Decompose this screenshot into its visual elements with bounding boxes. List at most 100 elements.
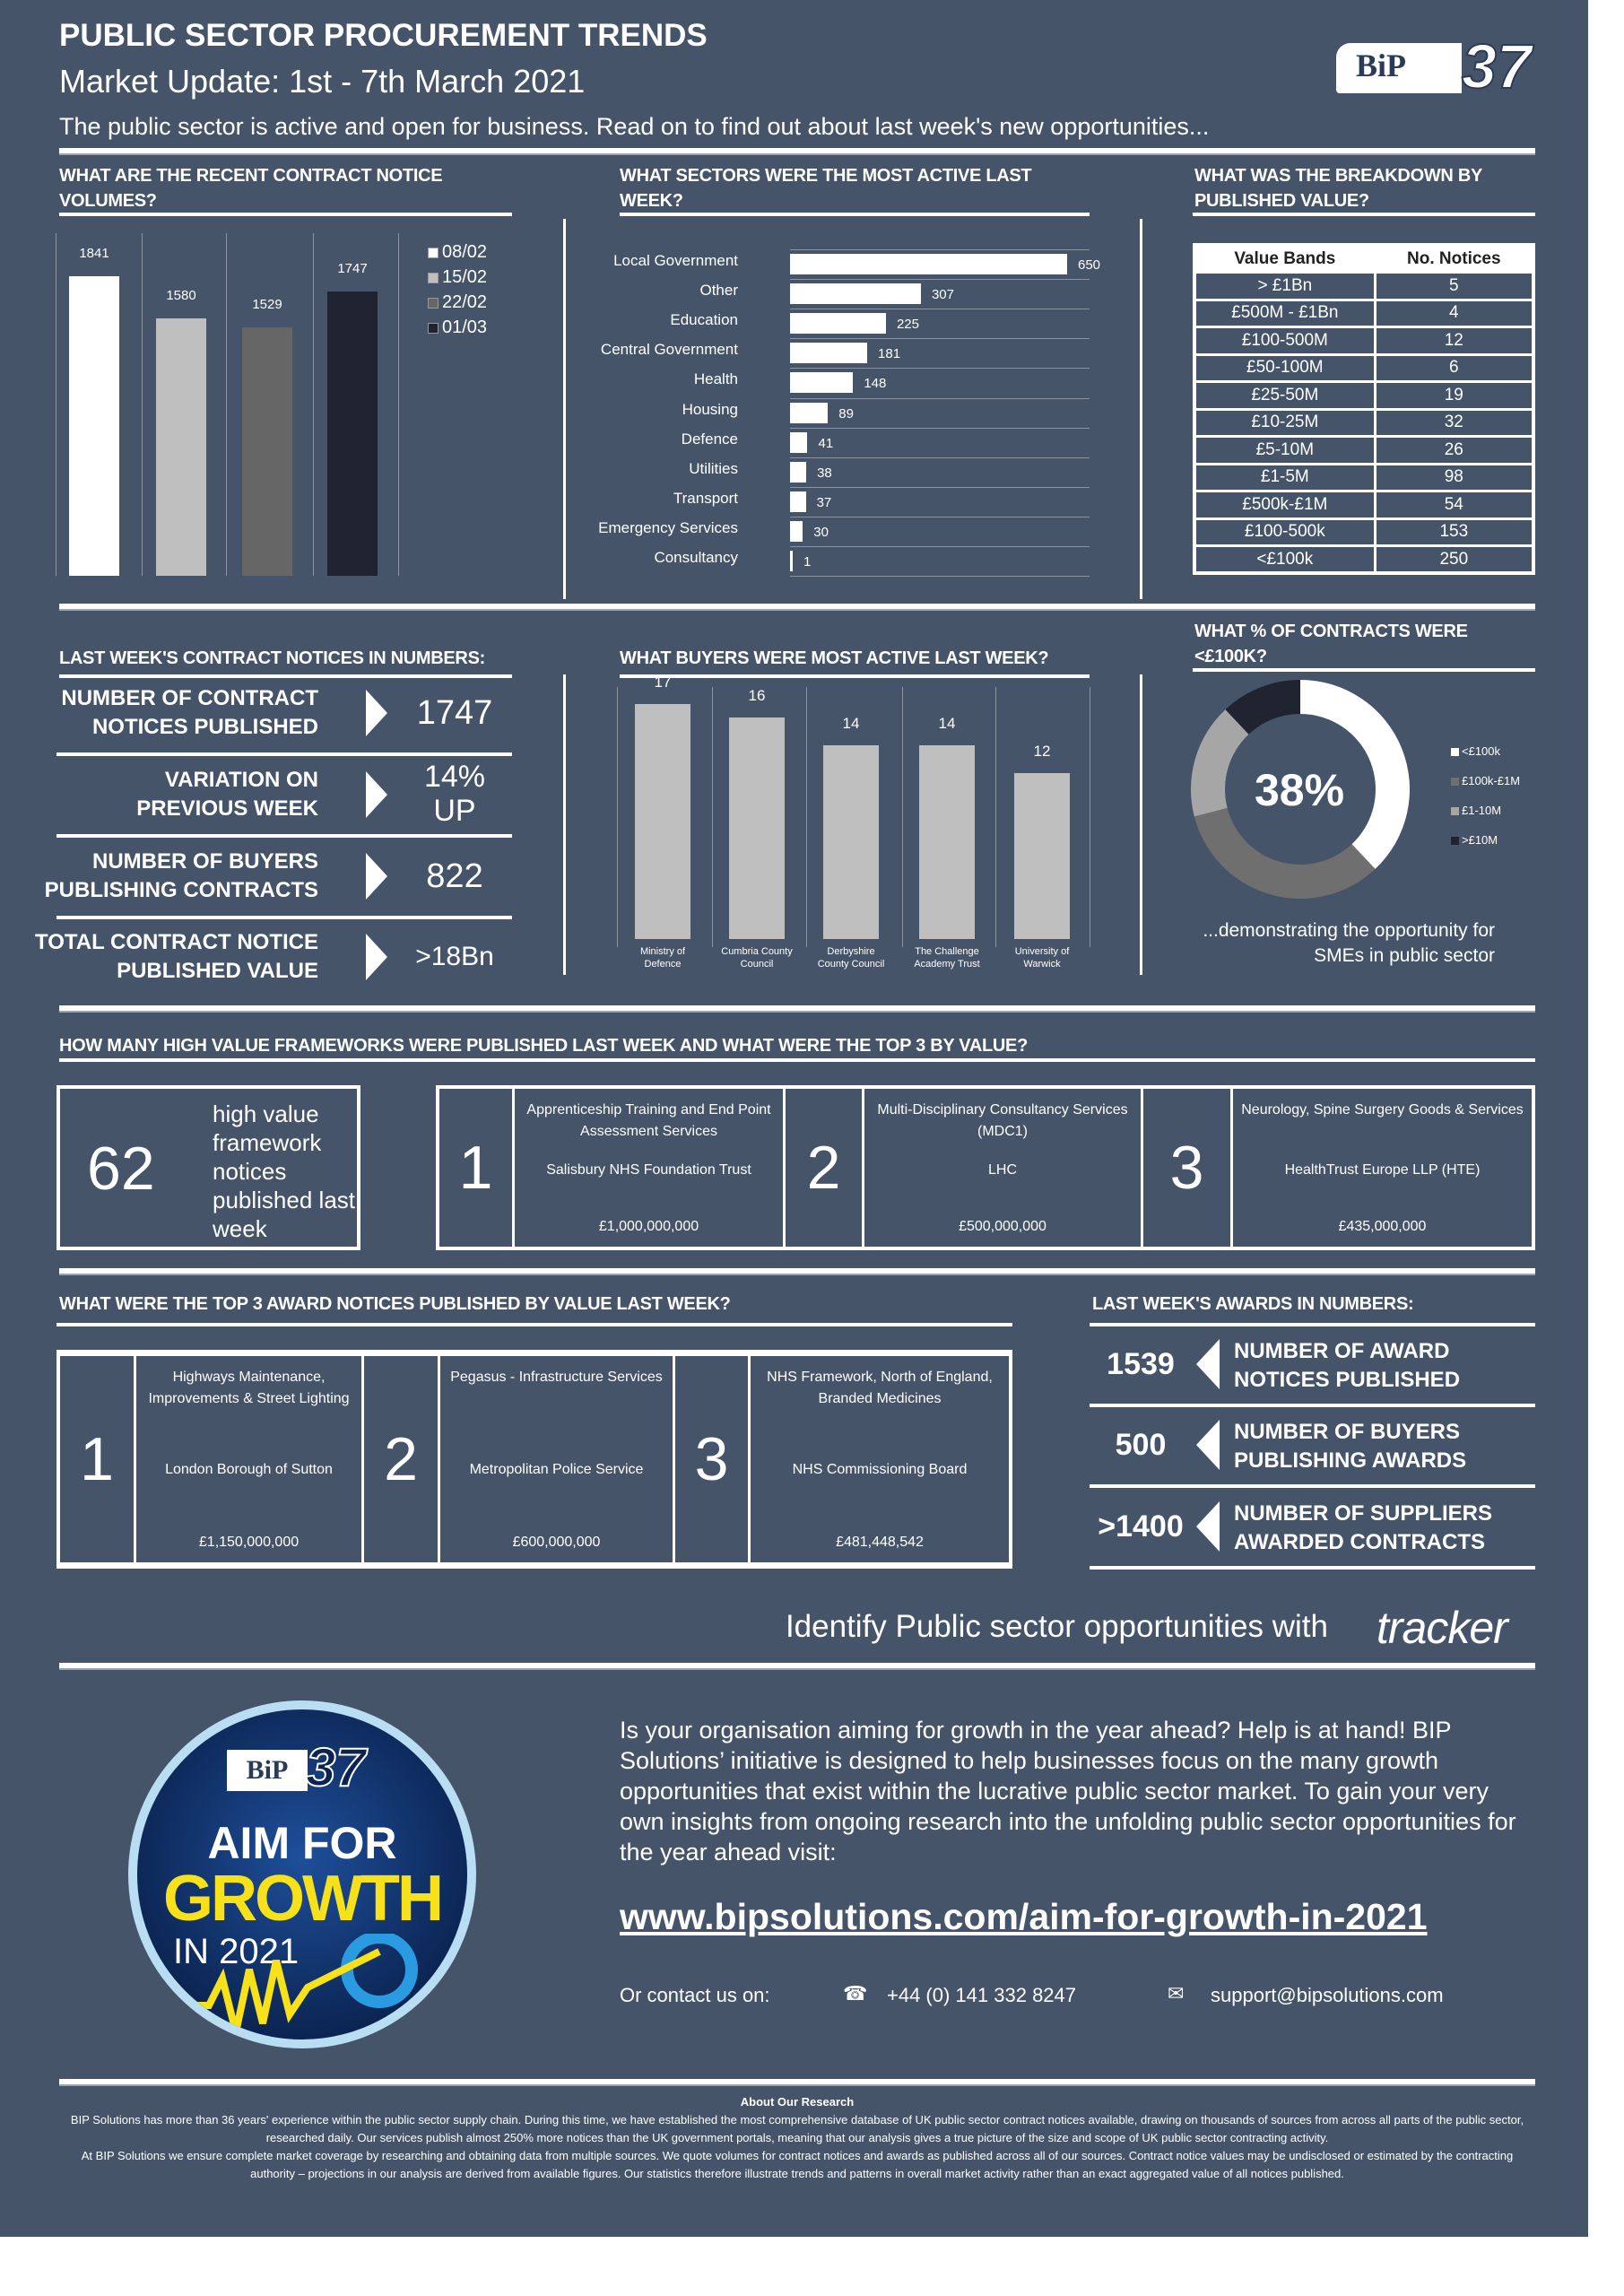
gridline [790, 486, 1090, 488]
gridline [790, 249, 1090, 250]
phone-icon: ☎ [843, 1982, 868, 2005]
frameworks-table: 1 Apprenticeship Training and End Point A… [436, 1085, 1535, 1250]
data-label: 16 [748, 687, 766, 705]
stat-label-line: NOTICES PUBLISHED [91, 715, 318, 739]
bar [790, 283, 921, 305]
stat-label-line: TOTAL CONTRACT NOTICE [35, 930, 318, 954]
badge-line1: AIM FOR [207, 1818, 397, 1868]
notice-count: 6 [1373, 352, 1535, 383]
table-row: £500M - £1Bn 4 [1193, 298, 1535, 328]
divider [620, 213, 1090, 216]
category-label-line: University of [1014, 946, 1070, 957]
divider [59, 1663, 1535, 1668]
table-row: £10-25M 32 [1193, 407, 1535, 438]
category-label-line: Ministry of [639, 946, 686, 957]
value-band: £500k-£1M [1193, 490, 1376, 520]
arrow-right-icon [366, 771, 387, 818]
about-paragraph: BIP Solutions has more than 36 years' ex… [70, 2113, 1524, 2144]
divider [59, 604, 1535, 609]
about-heading: About Our Research [740, 2095, 855, 2109]
infographic-panel: PUBLIC SECTOR PROCUREMENT TRENDS Market … [0, 0, 1588, 2237]
notice-value: £1,000,000,000 [598, 1219, 699, 1234]
email-link[interactable]: support@bipsolutions.com [1211, 1984, 1444, 2006]
legend-label: 22/02 [442, 292, 488, 312]
stat-value: 14% [423, 760, 486, 794]
divider [59, 1058, 1535, 1062]
category-label-line: Cumbria County [721, 946, 793, 957]
data-label: 30 [813, 524, 829, 540]
divider [1090, 1404, 1535, 1407]
notice-title: Multi-Disciplinary Consultancy Services … [877, 1102, 1128, 1139]
data-label: 37 [816, 494, 832, 510]
tracker-text: Identify Public sector opportunities wit… [785, 1609, 1328, 1644]
notice-count: 98 [1373, 462, 1535, 492]
stat-label-line: NUMBER OF CONTRACT [61, 686, 318, 710]
data-label: 307 [931, 287, 954, 303]
bar [635, 704, 690, 939]
divider [1090, 1484, 1535, 1488]
page-subtitle: Market Update: 1st - 7th March 2021 [59, 63, 586, 100]
divider [56, 1323, 1012, 1326]
table-cell: NHS Framework, North of England, Branded… [751, 1356, 1009, 1562]
gridline [790, 279, 1090, 281]
about-section: About Our Research BIP Solutions has mor… [59, 2093, 1535, 2183]
notice-count: 19 [1373, 380, 1535, 411]
framework-count: 62 [87, 1135, 155, 1203]
divider [59, 2079, 1535, 2084]
bip-logo: BiP 37 [1336, 31, 1533, 104]
divider [56, 834, 512, 838]
aim-for-growth-badge: BiP 37 AIM FOR GROWTH IN 2021 [128, 1700, 476, 2048]
growth-url-link[interactable]: www.bipsolutions.com/aim-for-growth-in-2… [620, 1896, 1428, 1937]
value-band: £50-100M [1193, 352, 1376, 383]
data-label: 225 [896, 317, 919, 333]
table-cell: Highways Maintenance, Improvements & Str… [136, 1356, 364, 1562]
value-band: £1-5M [1193, 462, 1376, 492]
growth-paragraph: Is your organisation aiming for growth i… [620, 1717, 1516, 1866]
legend-swatch [1451, 807, 1459, 815]
donut-slice [1300, 680, 1410, 869]
legend-label: £1-10M [1462, 804, 1502, 817]
rank-number: 2 [786, 1089, 864, 1247]
gridline [712, 687, 713, 947]
category-label: The Challenge Academy Trust [897, 945, 997, 970]
stat-label-line: VARIATION ON [164, 768, 318, 792]
table-row: > £1Bn 5 [1193, 271, 1535, 301]
contact-label: Or contact us on: [620, 1984, 770, 2006]
bar [327, 291, 378, 576]
arrow-left-icon [1196, 1420, 1220, 1470]
divider [563, 219, 566, 599]
value-band: £5-10M [1193, 435, 1376, 465]
bar [69, 276, 119, 576]
bar [790, 551, 793, 571]
category-label: Ministry of Defence [612, 945, 713, 970]
divider [1090, 1566, 1535, 1570]
buyer-name: NHS Commissioning Board [792, 1462, 968, 1477]
category-label-line: Defence [644, 959, 682, 970]
phone-number[interactable]: +44 (0) 141 332 8247 [887, 1984, 1077, 2006]
legend-swatch [1451, 748, 1459, 756]
legend-label: >£10M [1462, 833, 1498, 847]
value-band: £100-500k [1193, 517, 1376, 547]
stat-label-line: PUBLISHING AWARDS [1234, 1448, 1467, 1473]
rank-number: 1 [439, 1089, 515, 1247]
stat-label: NUMBER OF AWARD NOTICES PUBLISHED [1234, 1337, 1460, 1395]
divider [59, 148, 1535, 153]
award-numbers-heading: LAST WEEK'S AWARDS IN NUMBERS: [1092, 1294, 1414, 1314]
stat-label-line: AWARDED CONTRACTS [1234, 1530, 1485, 1554]
stat-label: TOTAL CONTRACT NOTICE PUBLISHED VALUE [35, 928, 318, 986]
stat-label-line: NUMBER OF SUPPLIERS [1234, 1501, 1493, 1526]
divider [59, 1005, 1535, 1011]
bar [790, 431, 808, 453]
bar [790, 372, 854, 394]
framework-count-text: high value framework notices published l… [213, 1100, 355, 1242]
donut-caption: ...demonstrating the opportunity for SME… [1203, 918, 1495, 969]
data-label: 1841 [79, 246, 109, 261]
buyer-name: London Borough of Sutton [165, 1462, 333, 1477]
arrow-left-icon [1196, 1501, 1220, 1552]
arrow-right-icon [366, 934, 387, 980]
divider [1090, 1323, 1535, 1326]
divider [56, 916, 512, 919]
bar [790, 491, 806, 512]
notice-title: Apprenticeship Training and End Point As… [526, 1102, 771, 1139]
category-label: Consultancy [654, 549, 738, 566]
